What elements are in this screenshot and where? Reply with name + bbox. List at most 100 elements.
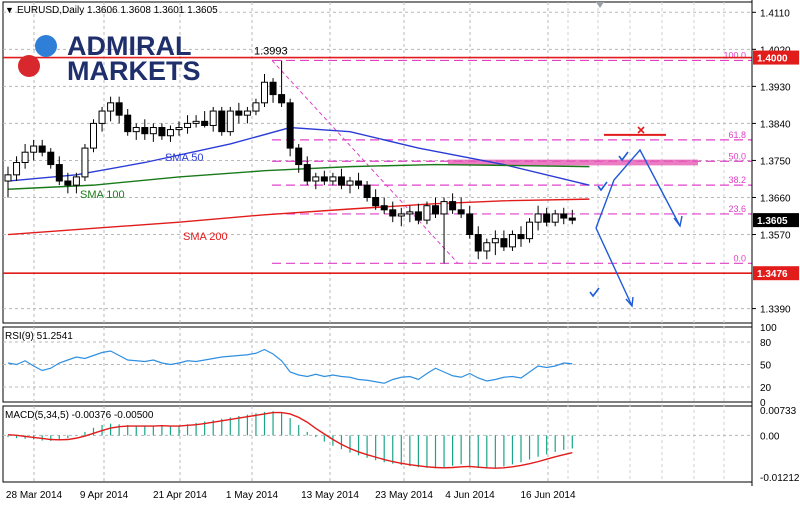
logo-red-dot	[18, 55, 40, 77]
candle-body	[209, 110, 217, 126]
x-tick-label: 13 May 2014	[301, 490, 359, 501]
macd-signal-line	[7, 411, 573, 469]
fib-level-label: 61.8	[728, 130, 746, 140]
candle-body	[124, 114, 132, 133]
fib-zone-band	[448, 159, 698, 166]
candle-body	[13, 162, 21, 176]
candle-body	[320, 176, 328, 182]
price-label-box	[753, 266, 799, 281]
candle-body	[508, 234, 516, 248]
candle-body	[141, 127, 149, 135]
candle-body	[47, 151, 55, 166]
candle-body	[64, 180, 72, 186]
candle-body	[107, 102, 115, 112]
candle-body	[261, 81, 268, 104]
candle-body	[295, 147, 303, 166]
candle-body	[389, 209, 397, 217]
rsi-panel	[3, 341, 752, 388]
candle-body	[4, 174, 12, 182]
scenario-arrows	[589, 126, 683, 308]
checkmark-icon	[589, 287, 600, 298]
candle-body	[235, 110, 243, 116]
y-tick-label: 1.4110	[760, 8, 790, 19]
time-axis: 28 Mar 2014 9 Apr 2014 21 Apr 2014 1 May 20…	[6, 490, 576, 501]
candle-body	[517, 234, 525, 240]
candle-body	[457, 209, 465, 215]
x-tick-label: 21 Apr 2014	[153, 490, 207, 501]
candle-body	[132, 127, 140, 133]
candle-body	[218, 110, 226, 133]
price-label-text: 1.3605	[757, 216, 788, 227]
fib-level-label: 23.6	[728, 204, 746, 214]
scenario-down-path	[595, 227, 633, 307]
candle-body	[55, 164, 63, 182]
fib-anchor-line	[271, 60, 459, 264]
candle-body	[166, 129, 174, 137]
candle-body	[286, 102, 294, 149]
candle-body	[90, 122, 97, 149]
y-tick-label: 1.3570	[760, 231, 791, 242]
x-tick-label: 28 Mar 2014	[6, 490, 63, 501]
candle-body	[269, 81, 277, 96]
candle-body	[483, 242, 491, 252]
candle-body	[158, 127, 166, 137]
checkmark-icon	[597, 181, 608, 192]
rsi-tick-label: 0	[760, 398, 766, 409]
x-tick-label: 16 Jun 2014	[520, 490, 575, 501]
candle-body	[372, 196, 380, 207]
candle-body	[380, 205, 388, 211]
cross-icon	[637, 126, 645, 134]
price-label-box	[753, 50, 799, 65]
sma200-line	[7, 198, 590, 236]
rsi-tick-label: 100	[760, 323, 777, 334]
candle-body	[534, 213, 542, 223]
candlesticks	[4, 60, 576, 264]
y-tick-label: 1.3930	[760, 82, 791, 93]
title-arrow-icon[interactable]: ▼	[5, 5, 14, 15]
sma50-label: SMA 50	[165, 152, 204, 164]
macd-tick-label: -0.01212	[760, 473, 800, 484]
macd-tick-label: 0.00	[760, 431, 780, 442]
candle-body	[81, 147, 89, 178]
candle-body	[184, 122, 192, 129]
candle-body	[30, 145, 38, 153]
sma200-label: SMA 200	[183, 231, 228, 243]
logo-line1: ADMIRAL	[67, 31, 191, 61]
fibonacci-levels: 100.0 61.8 50.0 38.2 23.6 0.0	[271, 50, 752, 264]
candle-body	[303, 164, 311, 182]
candle-body	[466, 213, 474, 236]
candle-body	[201, 120, 209, 126]
candle-body	[449, 201, 457, 211]
candle-body	[560, 213, 568, 219]
candle-body	[337, 176, 345, 186]
candle-body	[423, 205, 431, 221]
fib-level-label: 50.0	[728, 151, 746, 161]
x-tick-label: 1 May 2014	[226, 490, 279, 501]
admiral-markets-logo: ADMIRAL MARKETS	[18, 31, 201, 86]
macd-title: MACD(5,34,5) -0.00376 -0.00500	[5, 410, 154, 421]
rsi-line	[7, 348, 573, 384]
candle-body	[72, 176, 80, 186]
candle-body	[192, 120, 200, 124]
candle-body	[526, 221, 534, 240]
candle-body	[175, 127, 183, 131]
candle-body	[355, 180, 363, 186]
x-tick-label: 23 May 2014	[375, 490, 433, 501]
arrow-head-icon	[673, 215, 683, 228]
x-tick-label: 4 Jun 2014	[445, 490, 495, 501]
horizontal-levels	[3, 56, 752, 275]
candle-body	[38, 145, 46, 153]
rsi-tick-label: 80	[760, 338, 772, 349]
scroll-marker-icon	[596, 2, 604, 8]
candle-body	[346, 180, 354, 186]
rsi-title: RSI(9) 51.2541	[5, 331, 73, 342]
candle-body	[397, 213, 405, 217]
fib-level-label: 100.0	[723, 50, 746, 60]
candle-body	[226, 110, 234, 133]
price-label-text: 1.4000	[757, 54, 788, 65]
candle-body	[406, 211, 414, 215]
checkmark-icon	[618, 151, 629, 162]
y-tick-label: 1.3660	[760, 193, 791, 204]
candle-body	[252, 102, 260, 112]
candle-body	[278, 94, 286, 104]
